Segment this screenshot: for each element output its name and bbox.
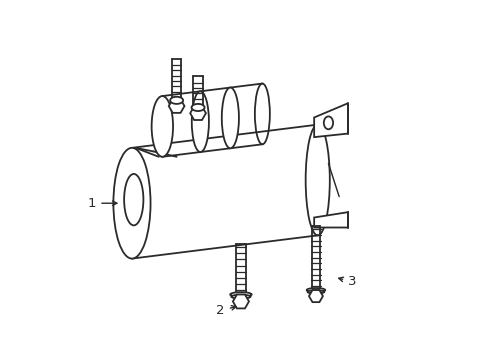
Ellipse shape: [170, 97, 183, 104]
Ellipse shape: [191, 91, 208, 152]
Ellipse shape: [222, 87, 239, 148]
Text: 1: 1: [87, 197, 117, 210]
Ellipse shape: [151, 96, 173, 157]
Ellipse shape: [254, 84, 269, 144]
Ellipse shape: [191, 104, 204, 111]
Ellipse shape: [113, 148, 150, 258]
Ellipse shape: [305, 125, 329, 235]
Text: 2: 2: [216, 304, 236, 317]
Ellipse shape: [230, 292, 251, 297]
Ellipse shape: [323, 116, 332, 129]
Polygon shape: [313, 103, 347, 137]
Text: 3: 3: [338, 275, 356, 288]
Ellipse shape: [306, 288, 325, 292]
Polygon shape: [313, 212, 347, 228]
Ellipse shape: [307, 290, 324, 294]
Ellipse shape: [124, 174, 143, 225]
Ellipse shape: [231, 295, 250, 298]
